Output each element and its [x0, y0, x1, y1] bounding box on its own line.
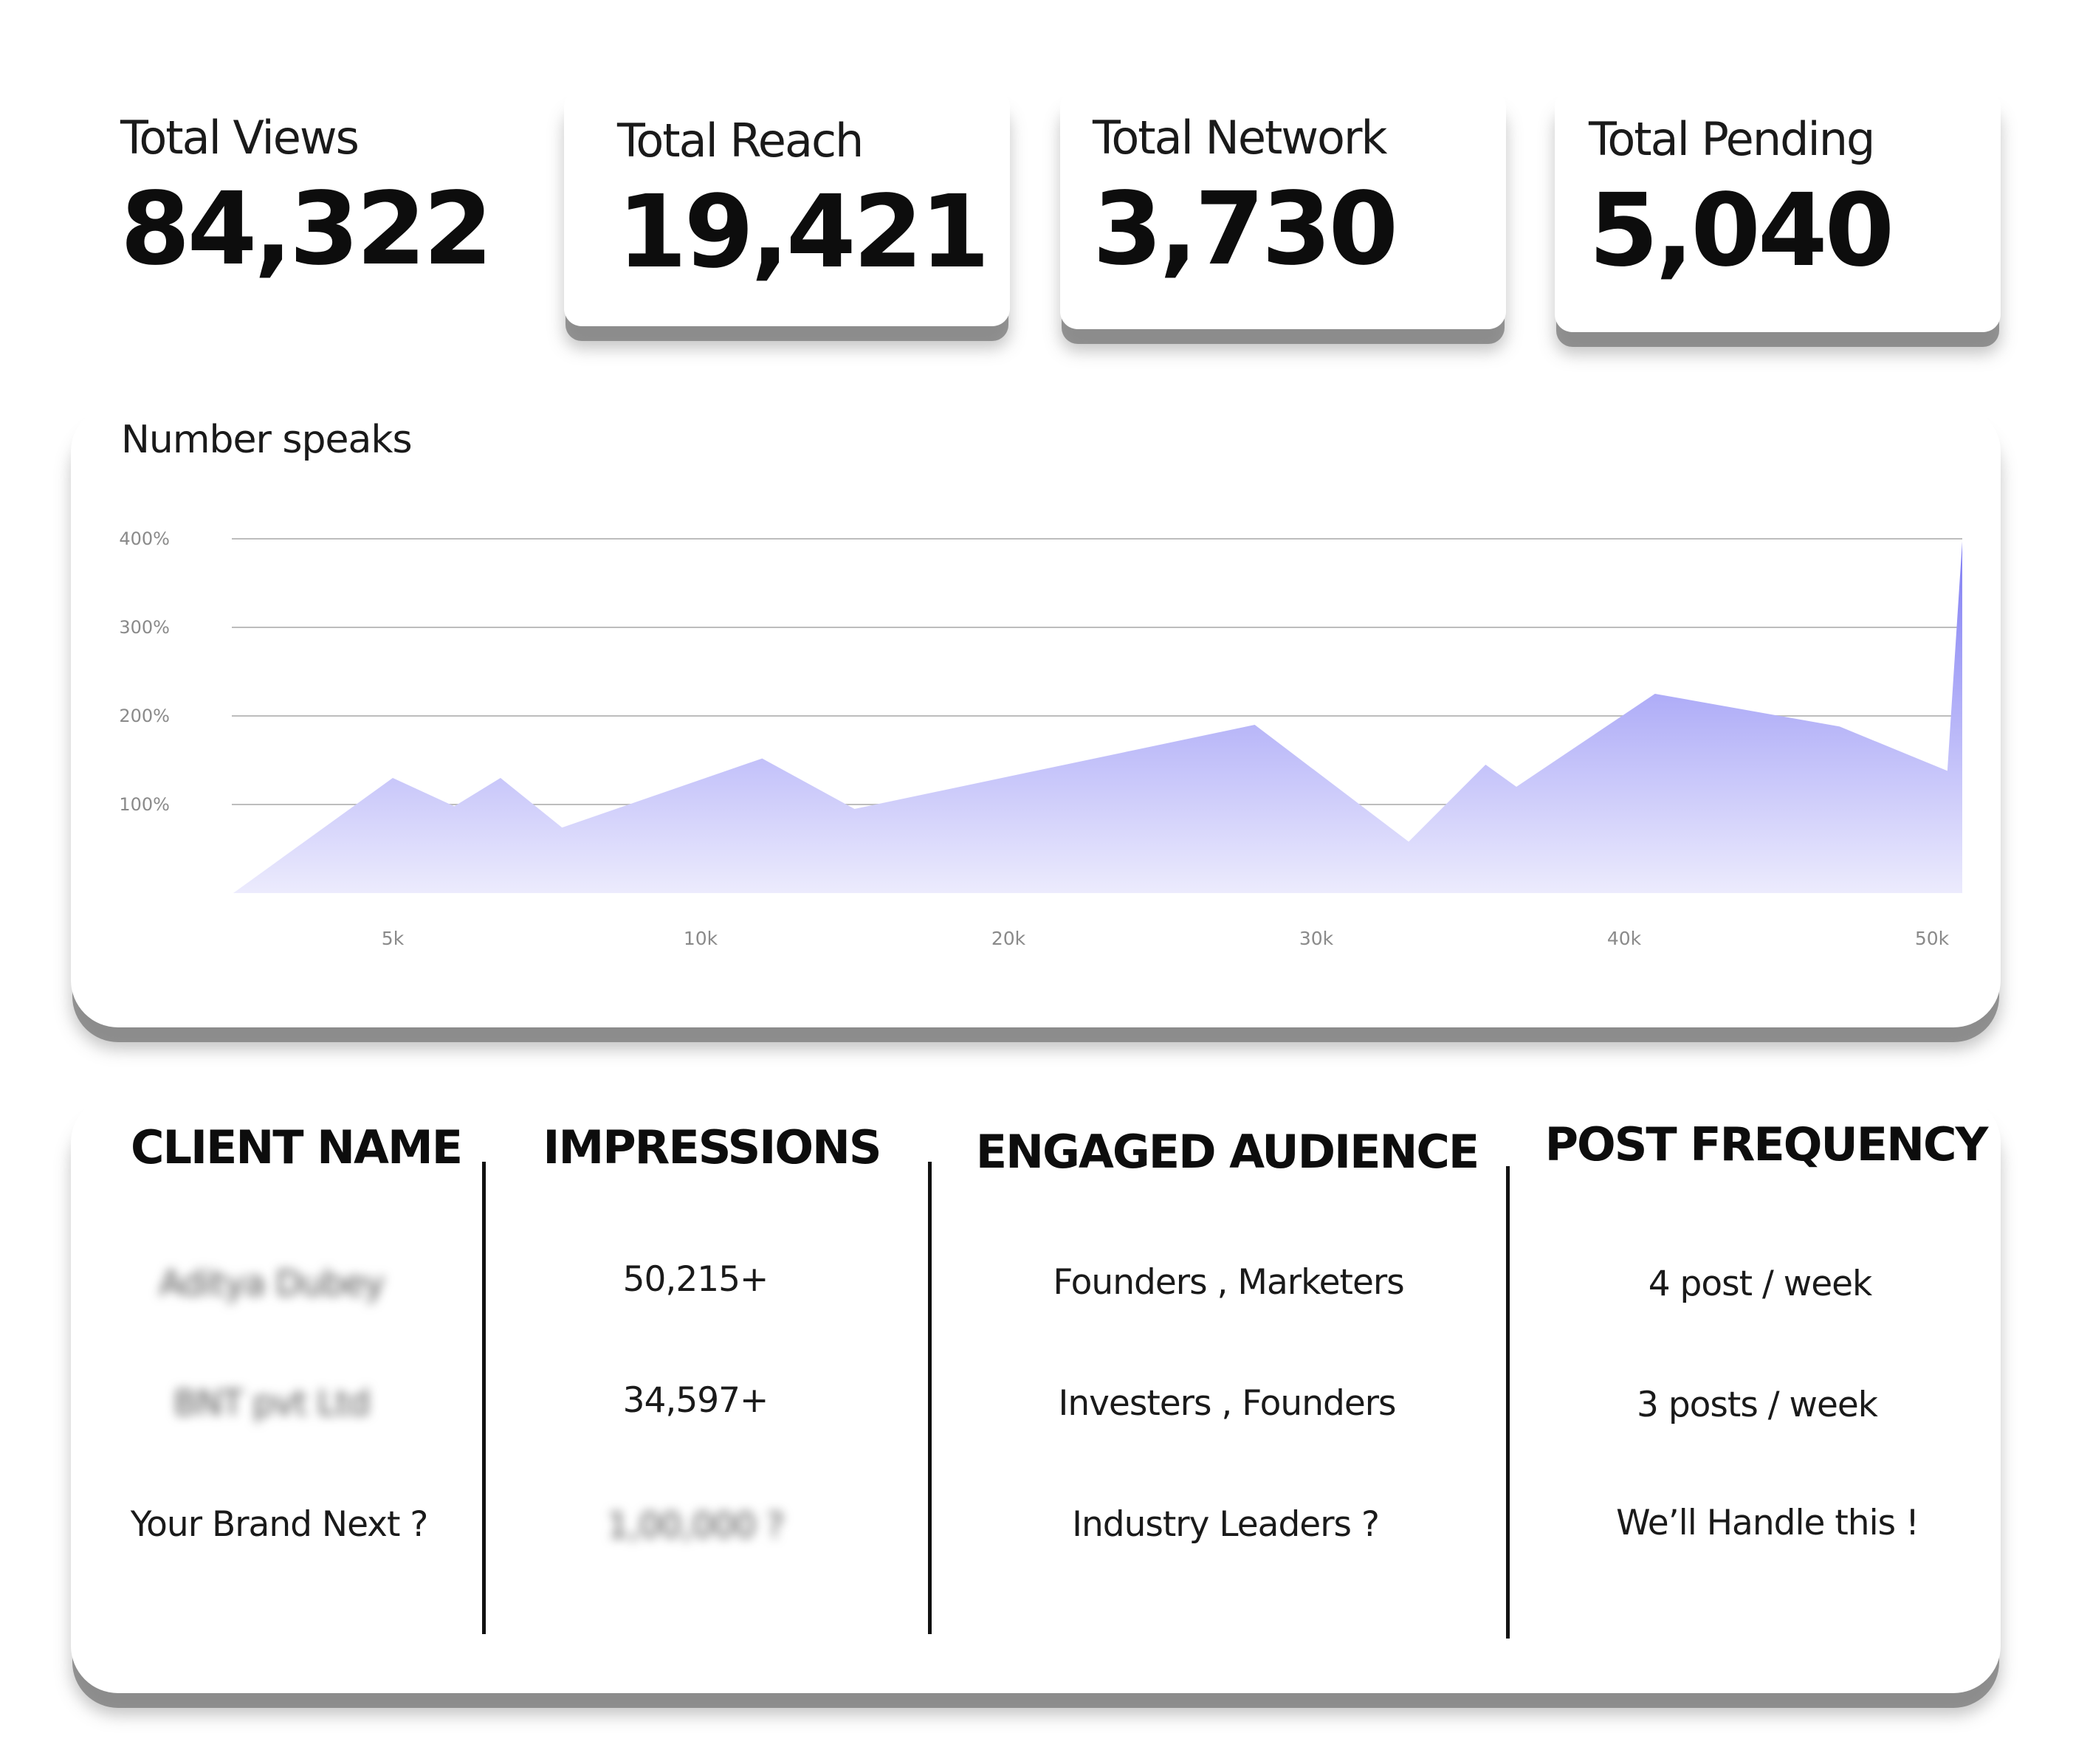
x-tick-label: 10k — [684, 928, 718, 949]
table-cell-audience: Industry Leaders ? — [1072, 1504, 1380, 1545]
column-divider — [482, 1162, 486, 1634]
table-cell-impressions: 34,597+ — [622, 1380, 769, 1421]
table-cell-impressions: 50,215+ — [622, 1259, 769, 1300]
data-point — [1515, 785, 1518, 788]
data-point — [391, 776, 394, 779]
stat-label: Total Network — [1093, 111, 1387, 165]
data-point — [760, 757, 763, 760]
data-point — [453, 805, 455, 807]
stat-card-total-reach: Total Reach 19,421 — [564, 89, 1010, 326]
client-table-card: CLIENT NAME IMPRESSIONS ENGAGED AUDIENCE… — [71, 1095, 2001, 1693]
stat-label: Total Reach — [617, 114, 864, 168]
table-cell-frequency: We’ll Handle this ! — [1616, 1503, 1919, 1543]
data-point — [1654, 692, 1657, 695]
data-point — [499, 776, 502, 779]
y-tick-label: 400% — [119, 528, 170, 549]
stat-value: 3,730 — [1093, 171, 1398, 288]
x-tick-label: 20k — [991, 928, 1026, 949]
table-cell-audience: Investers , Founders — [1058, 1383, 1396, 1424]
data-point — [560, 826, 563, 829]
stat-card-total-pending: Total Pending 5,040 — [1555, 89, 2001, 332]
column-divider — [928, 1162, 932, 1634]
x-tick-label: 50k — [1915, 928, 1950, 949]
x-tick-label: 40k — [1607, 928, 1642, 949]
column-divider — [1506, 1166, 1510, 1639]
table-cell-impressions: 1,00,000 ? — [607, 1506, 784, 1546]
stat-card-total-network: Total Network 3,730 — [1060, 89, 1506, 329]
x-tick-label: 5k — [382, 928, 405, 949]
table-cell-frequency: 4 post / week — [1648, 1264, 1873, 1304]
data-point — [1946, 769, 1949, 772]
data-point — [1484, 763, 1487, 766]
y-tick-label: 100% — [119, 794, 170, 815]
stat-label: Total Views — [120, 111, 360, 165]
data-point — [1407, 840, 1410, 843]
y-tick-label: 300% — [119, 617, 170, 638]
area-series — [233, 541, 1962, 893]
stat-value: 84,322 — [120, 171, 493, 288]
chart-title: Number speaks — [121, 418, 413, 462]
stat-label: Total Pending — [1589, 112, 1875, 166]
data-point — [1961, 540, 1964, 543]
table-cell-client: BNT pvt Ltd — [173, 1383, 371, 1424]
y-tick-label: 200% — [119, 706, 170, 726]
table-cell-frequency: 3 posts / week — [1636, 1385, 1878, 1425]
data-point — [232, 892, 235, 895]
chart-card: Number speaks 100% 200% 300% 400% 5k 10k 20k 3… — [71, 404, 2001, 1027]
data-point — [1254, 723, 1256, 726]
data-point — [1838, 725, 1841, 728]
column-header-engaged-audience: ENGAGED AUDIENCE — [975, 1125, 1479, 1179]
x-tick-label: 30k — [1299, 928, 1334, 949]
column-header-impressions: IMPRESSIONS — [543, 1120, 881, 1174]
stat-value: 5,040 — [1589, 173, 1894, 289]
table-cell-client: Your Brand Next ? — [130, 1504, 429, 1545]
data-point — [853, 807, 856, 810]
area-chart: 100% 200% 300% 400% 5k 10k 20k 30k 40k 50k — [119, 528, 1964, 949]
table-cell-audience: Founders , Marketers — [1053, 1262, 1404, 1303]
table-cell-client: Aditya Dubey — [159, 1264, 385, 1304]
column-header-post-frequency: POST FREQUENCY — [1544, 1117, 1989, 1171]
column-header-client-name: CLIENT NAME — [130, 1120, 463, 1174]
stat-value: 19,421 — [617, 174, 990, 291]
stat-total-views: Total Views 84,322 — [120, 111, 534, 288]
